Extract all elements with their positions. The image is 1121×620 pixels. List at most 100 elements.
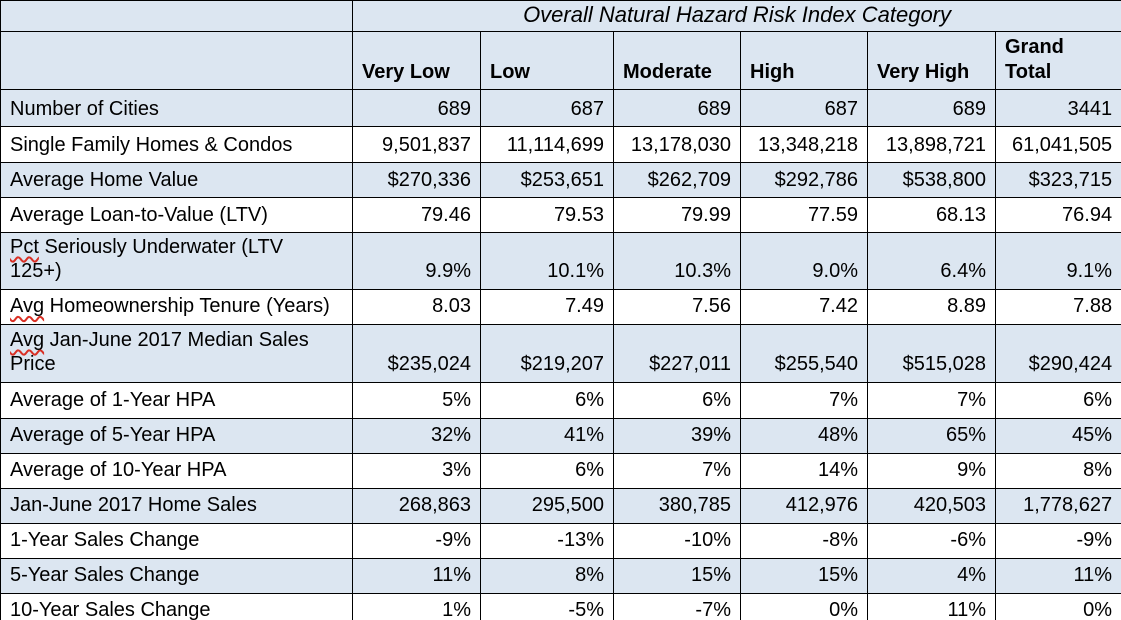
data-cell[interactable]: 65% <box>867 417 996 454</box>
data-cell[interactable]: 11,114,699 <box>480 126 614 163</box>
row-label[interactable]: Average of 1-Year HPA <box>0 381 353 419</box>
data-cell[interactable]: -13% <box>480 522 614 559</box>
column-header-grand-total[interactable]: Grand Total <box>994 31 1121 90</box>
column-header-low[interactable]: Low <box>480 31 614 90</box>
data-cell[interactable]: 412,976 <box>740 487 868 524</box>
data-cell[interactable]: 15% <box>613 557 741 594</box>
data-cell[interactable]: 9.1% <box>994 232 1121 290</box>
data-cell[interactable]: 68.13 <box>867 197 996 233</box>
row-label[interactable]: Number of Cities <box>0 89 353 127</box>
column-header-very-low[interactable]: Very Low <box>352 31 481 90</box>
row-label[interactable]: Jan-June 2017 Home Sales <box>0 487 353 524</box>
data-cell[interactable]: 6% <box>480 381 614 419</box>
data-cell[interactable]: 41% <box>480 417 614 454</box>
data-cell[interactable]: 79.46 <box>352 197 481 233</box>
data-cell[interactable]: 689 <box>613 89 741 127</box>
data-cell[interactable]: 9,501,837 <box>352 126 481 163</box>
data-cell[interactable]: 1% <box>352 592 481 620</box>
table-title[interactable]: Overall Natural Hazard Risk Index Catego… <box>351 0 1121 32</box>
data-cell[interactable]: $262,709 <box>613 162 741 198</box>
data-cell[interactable]: 9% <box>867 452 996 489</box>
data-cell[interactable]: 7% <box>740 381 868 419</box>
data-cell[interactable]: $270,336 <box>352 162 481 198</box>
data-cell[interactable]: $323,715 <box>994 162 1121 198</box>
data-cell[interactable]: -7% <box>613 592 741 620</box>
data-cell[interactable]: -9% <box>994 522 1121 559</box>
data-cell[interactable]: 8.03 <box>352 288 481 325</box>
data-cell[interactable]: 8.89 <box>867 288 996 325</box>
header-blank-cell[interactable] <box>0 31 353 90</box>
data-cell[interactable]: 9.9% <box>352 232 481 290</box>
row-label[interactable]: 10-Year Sales Change <box>0 592 353 620</box>
data-cell[interactable]: 687 <box>740 89 868 127</box>
data-cell[interactable]: 7.56 <box>613 288 741 325</box>
data-cell[interactable]: $253,651 <box>480 162 614 198</box>
data-cell[interactable]: $515,028 <box>867 323 996 383</box>
data-cell[interactable]: $292,786 <box>740 162 868 198</box>
data-cell[interactable]: 0% <box>994 592 1121 620</box>
column-header-high[interactable]: High <box>740 31 868 90</box>
data-cell[interactable]: 4% <box>867 557 996 594</box>
row-label[interactable]: Average Loan-to-Value (LTV) <box>0 197 353 233</box>
data-cell[interactable]: 7% <box>867 381 996 419</box>
data-cell[interactable]: 76.94 <box>994 197 1121 233</box>
data-cell[interactable]: $219,207 <box>480 323 614 383</box>
row-label[interactable]: Avg Homeownership Tenure (Years) <box>0 288 353 325</box>
data-cell[interactable]: 13,178,030 <box>613 126 741 163</box>
data-cell[interactable]: $538,800 <box>867 162 996 198</box>
data-cell[interactable]: 45% <box>994 417 1121 454</box>
data-cell[interactable]: 5% <box>352 381 481 419</box>
data-cell[interactable]: 1,778,627 <box>994 487 1121 524</box>
data-cell[interactable]: -5% <box>480 592 614 620</box>
data-cell[interactable]: $255,540 <box>740 323 868 383</box>
data-cell[interactable]: 11% <box>994 557 1121 594</box>
data-cell[interactable]: 689 <box>867 89 996 127</box>
row-label[interactable]: Single Family Homes & Condos <box>0 126 353 163</box>
data-cell[interactable]: 7.49 <box>480 288 614 325</box>
data-cell[interactable]: 3% <box>352 452 481 489</box>
data-cell[interactable]: 9.0% <box>740 232 868 290</box>
row-label[interactable]: 5-Year Sales Change <box>0 557 353 594</box>
row-label[interactable]: Avg Jan-June 2017 Median Sales Price <box>0 323 353 383</box>
data-cell[interactable]: 420,503 <box>867 487 996 524</box>
data-cell[interactable]: 11% <box>352 557 481 594</box>
row-label[interactable]: Average of 5-Year HPA <box>0 417 353 454</box>
data-cell[interactable]: -9% <box>352 522 481 559</box>
data-cell[interactable]: 77.59 <box>740 197 868 233</box>
data-cell[interactable]: 79.53 <box>480 197 614 233</box>
row-label[interactable]: Pct Seriously Underwater (LTV 125+) <box>0 232 353 290</box>
data-cell[interactable]: 11% <box>867 592 996 620</box>
data-cell[interactable]: 61,041,505 <box>994 126 1121 163</box>
data-cell[interactable]: 8% <box>480 557 614 594</box>
data-cell[interactable]: 48% <box>740 417 868 454</box>
data-cell[interactable]: 268,863 <box>352 487 481 524</box>
data-cell[interactable]: 7.88 <box>994 288 1121 325</box>
data-cell[interactable]: 14% <box>740 452 868 489</box>
data-cell[interactable]: 7% <box>613 452 741 489</box>
data-cell[interactable]: $227,011 <box>613 323 741 383</box>
data-cell[interactable]: 39% <box>613 417 741 454</box>
data-cell[interactable]: 6% <box>480 452 614 489</box>
data-cell[interactable]: 6% <box>613 381 741 419</box>
column-header-moderate[interactable]: Moderate <box>613 31 741 90</box>
corner-cell[interactable] <box>0 0 353 32</box>
data-cell[interactable]: -6% <box>867 522 996 559</box>
data-cell[interactable]: 0% <box>740 592 868 620</box>
data-cell[interactable]: 79.99 <box>613 197 741 233</box>
data-cell[interactable]: 6.4% <box>867 232 996 290</box>
data-cell[interactable]: 687 <box>480 89 614 127</box>
data-cell[interactable]: $235,024 <box>352 323 481 383</box>
data-cell[interactable]: 295,500 <box>480 487 614 524</box>
data-cell[interactable]: 10.1% <box>480 232 614 290</box>
data-cell[interactable]: 380,785 <box>613 487 741 524</box>
data-cell[interactable]: 8% <box>994 452 1121 489</box>
data-cell[interactable]: 3441 <box>994 89 1121 127</box>
data-cell[interactable]: 13,348,218 <box>740 126 868 163</box>
row-label[interactable]: Average of 10-Year HPA <box>0 452 353 489</box>
column-header-very-high[interactable]: Very High <box>867 31 996 90</box>
data-cell[interactable]: 15% <box>740 557 868 594</box>
data-cell[interactable]: -8% <box>740 522 868 559</box>
data-cell[interactable]: 7.42 <box>740 288 868 325</box>
data-cell[interactable]: 13,898,721 <box>867 126 996 163</box>
data-cell[interactable]: $290,424 <box>994 323 1121 383</box>
